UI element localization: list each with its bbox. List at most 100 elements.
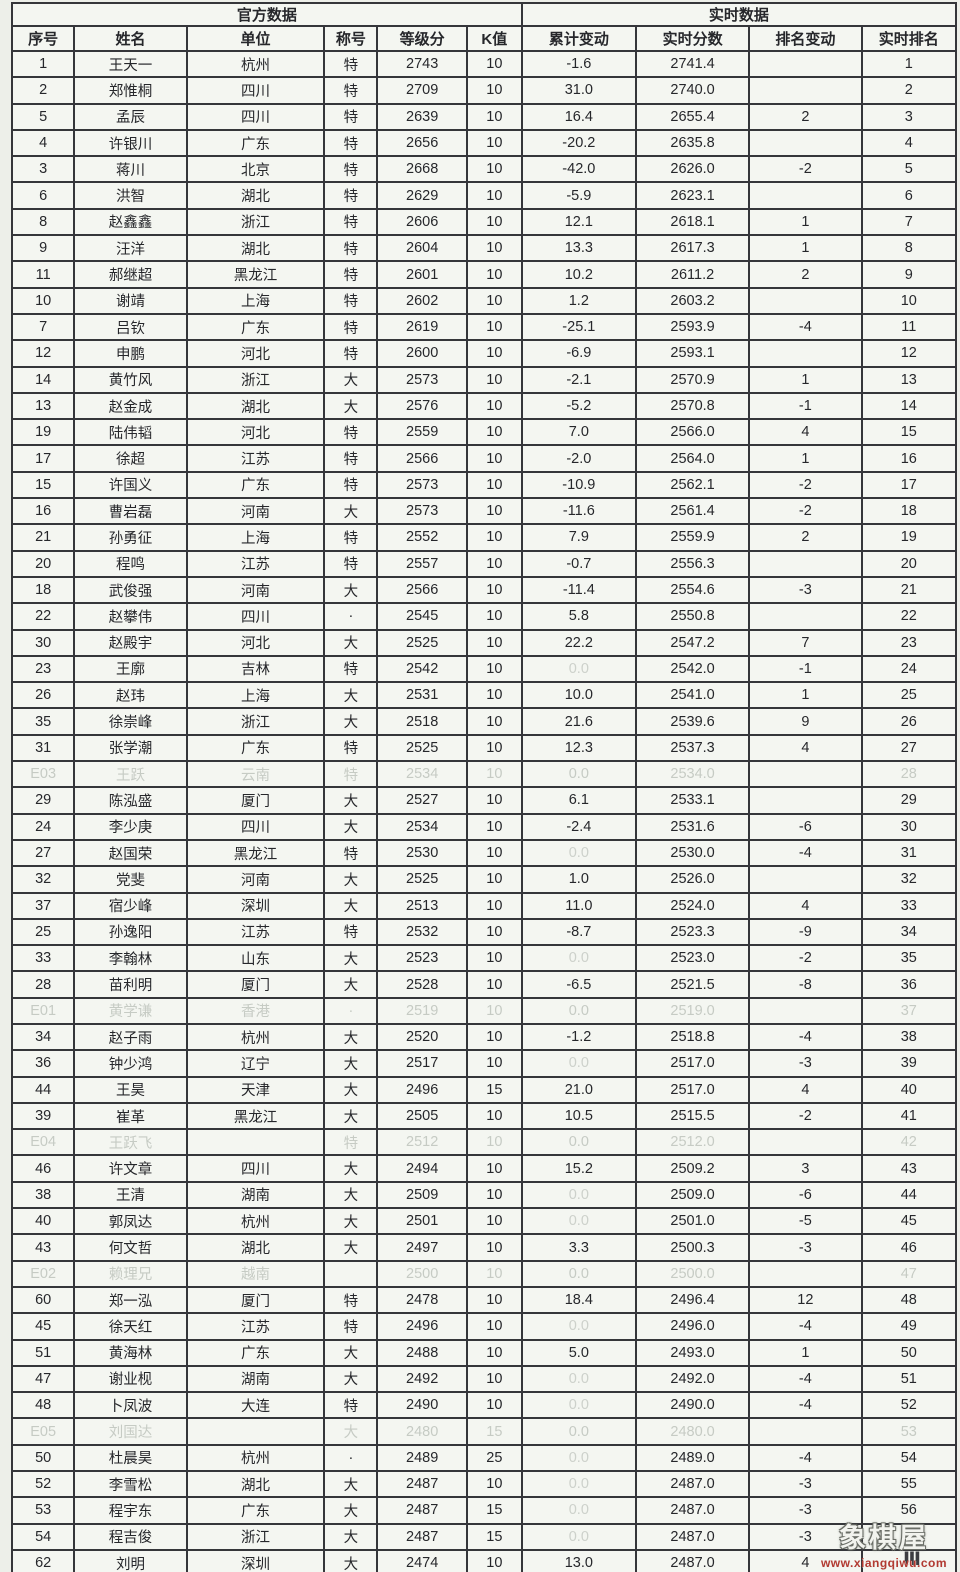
rank-change-cell: -6 [748,1180,863,1210]
live-rank-cell: 2 [860,76,958,105]
rank-change-cell: 2 [748,260,863,289]
seq-cell: 25 [10,917,76,947]
title-cell: 大 [323,628,379,657]
col-header-unit: 单位 [185,25,326,52]
unit-cell: 浙江 [185,707,326,736]
kvalue-cell: 15 [465,1075,523,1104]
kvalue-cell: 10 [465,602,523,631]
unit-cell: 广东 [185,128,326,158]
name-cell: 孙逸阳 [73,917,188,947]
unit-cell [185,1128,326,1157]
live-score-cell: 2496.0 [634,1312,751,1341]
live-score-cell: 2517.0 [634,1075,751,1104]
name-cell: 赵殿宇 [73,628,188,657]
live-rank-cell: 48 [860,1285,958,1315]
kvalue-cell: 10 [465,865,523,894]
rating-cell: 2517 [376,1049,468,1078]
name-cell: 许文章 [73,1154,188,1183]
live-rank-cell: 1 [860,49,958,79]
rank-change-cell: 4 [748,1548,863,1572]
table-row: 22 赵攀伟 四川 · 2545 10 5.8 2550.8 22 [10,602,958,631]
kvalue-cell: 10 [465,312,523,342]
rank-change-cell [748,865,863,894]
title-cell: 大 [323,1338,379,1367]
unit-cell: 广东 [185,1496,326,1525]
live-rank-cell: 7 [860,207,958,237]
cum-change-cell: 5.0 [520,1338,637,1367]
table-row: 37 宿少峰 深圳大 2513 10 11.0 2524.0 4 33 [10,891,958,920]
kvalue-cell: 10 [465,1154,523,1183]
unit-cell: 湖南 [185,1364,326,1394]
title-cell: 特 [323,470,379,500]
cum-change-cell: 0.0 [520,1207,637,1236]
title-cell: 特 [323,654,379,684]
unit-cell: 杭州 [185,49,326,79]
live-rank-cell: 33 [860,891,958,920]
live-rank-cell: 4 [860,128,958,158]
rating-cell: 2512 [376,1128,468,1157]
name-cell: 赖理兄 [73,1259,188,1288]
rating-cell: 2619 [376,312,468,342]
live-rank-cell: 5 [860,155,958,184]
kvalue-cell: 10 [465,234,523,263]
name-cell: 汪洋 [73,234,188,263]
name-cell: 李翰林 [73,944,188,973]
title-cell: 大 [323,1075,379,1104]
unit-cell: 广东 [185,733,326,763]
live-rank-cell: 42 [860,1128,958,1157]
live-rank-cell: 44 [860,1180,958,1210]
cum-change-cell: -11.4 [520,575,637,605]
rank-change-cell: -4 [748,838,863,868]
name-cell: 李少庚 [73,812,188,841]
live-rank-cell: 23 [860,628,958,657]
rating-cell: 2542 [376,654,468,684]
live-rank-cell: 19 [860,523,958,552]
title-cell: 大 [323,365,379,394]
rating-cell: 2478 [376,1285,468,1315]
cum-change-cell: 0.0 [520,996,637,1025]
table-row: 31 张学潮 广东特 2525 10 12.3 2537.3 4 27 [10,733,958,763]
live-rank-cell: 16 [860,444,958,473]
cum-change-cell: 10.5 [520,1101,637,1131]
kvalue-cell: 10 [465,944,523,973]
live-score-cell: 2533.1 [634,786,751,815]
table-row: 1 王天一 杭州特 2743 10 -1.6 2741.4 1 [10,49,958,79]
live-rank-cell: 22 [860,602,958,631]
name-cell: 徐天红 [73,1312,188,1341]
unit-cell: 厦门 [185,970,326,999]
live-score-cell: 2541.0 [634,681,751,710]
live-rank-cell: 39 [860,1049,958,1078]
name-cell: 崔革 [73,1101,188,1131]
seq-cell: 52 [10,1470,76,1499]
rank-change-cell: -3 [748,1496,863,1525]
table-row: 16 曹岩磊 河南大 2573 10 -11.6 2561.4 -2 18 [10,497,958,526]
rank-change-cell: -4 [748,1022,863,1052]
name-cell: 李雪松 [73,1470,188,1499]
seq-cell: 48 [10,1391,76,1420]
live-rank-cell [860,1522,958,1551]
live-score-cell: 2531.6 [634,812,751,841]
title-cell: 大 [323,1417,379,1446]
table-row: 5 孟辰 四川特 2639 10 16.4 2655.4 2 3 [10,102,958,131]
name-cell: 黄竹风 [73,365,188,394]
live-rank-cell: 54 [860,1443,958,1473]
unit-cell: 四川 [185,102,326,131]
seq-cell: 5 [10,102,76,131]
table-row: 18 武俊强 河南大 2566 10 -11.4 2554.6 -3 21 [10,575,958,605]
rating-cell: 2500 [376,1259,468,1288]
cum-change-cell: 18.4 [520,1285,637,1315]
live-score-cell: 2534.0 [634,760,751,789]
live-rank-cell: 21 [860,575,958,605]
seq-cell: 14 [10,365,76,394]
name-cell: 赵玮 [73,681,188,710]
seq-cell: 53 [10,1496,76,1525]
live-rank-cell: 43 [860,1154,958,1183]
cum-change-cell: -42.0 [520,155,637,184]
table-row: 8 赵鑫鑫 浙江特 2606 10 12.1 2618.1 1 7 [10,207,958,237]
col-header-live-score: 实时分数 [634,25,751,52]
kvalue-cell: 15 [465,1417,523,1446]
title-cell: 特 [323,155,379,184]
rating-cell: 2492 [376,1364,468,1394]
cum-change-cell: 31.0 [520,76,637,105]
live-rank-cell: 18 [860,497,958,526]
